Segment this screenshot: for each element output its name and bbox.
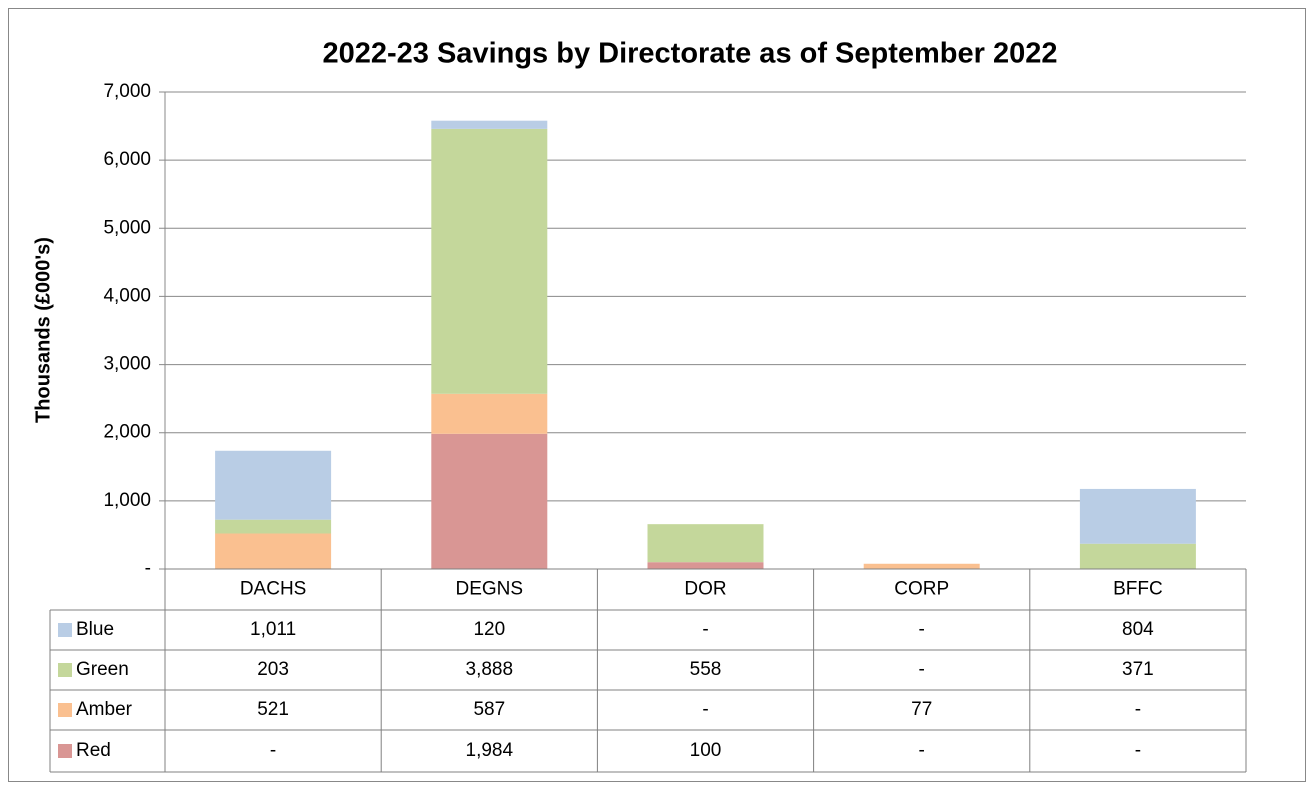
bar-segment <box>431 120 548 129</box>
x-tick-label: CORP <box>894 579 949 600</box>
bar-segment <box>863 563 980 569</box>
table-value: 1,984 <box>466 740 514 761</box>
legend-swatch <box>58 663 72 677</box>
y-axis-label: Thousands (£000's) <box>32 237 54 423</box>
y-tick-label: 1,000 <box>103 490 151 511</box>
y-tick-label: 6,000 <box>103 149 151 170</box>
legend-label: Green <box>76 659 129 680</box>
table-value: - <box>1135 699 1141 720</box>
x-tick-label: DEGNS <box>456 579 524 600</box>
table-value: - <box>1135 740 1141 761</box>
bar-segment <box>431 393 548 434</box>
table-value: 1,011 <box>250 619 296 640</box>
y-tick-label: 5,000 <box>103 217 151 238</box>
y-tick-label: 3,000 <box>103 354 151 375</box>
y-tick-label: 4,000 <box>103 285 151 306</box>
table-value: - <box>919 740 925 761</box>
y-tick-label: 7,000 <box>103 81 151 102</box>
bar-segment <box>647 524 764 563</box>
legend-swatch <box>58 623 72 637</box>
x-tick-label: DACHS <box>240 579 307 600</box>
table-value: 77 <box>911 699 932 720</box>
table-value: 203 <box>257 659 289 680</box>
table-value: - <box>270 740 276 761</box>
table-value: 558 <box>690 659 722 680</box>
legend-label: Blue <box>76 619 114 640</box>
chart-title: 2022-23 Savings by Directorate as of Sep… <box>322 38 1057 70</box>
bar-segment <box>1079 543 1196 569</box>
bar-segment <box>1079 488 1196 544</box>
chart-border <box>8 8 1306 782</box>
table-value: 587 <box>473 699 505 720</box>
legend-swatch <box>58 744 72 758</box>
legend-label: Red <box>76 740 111 761</box>
table-value: - <box>702 619 708 640</box>
bar-segment <box>215 533 332 569</box>
bar-segment <box>431 128 548 394</box>
table-value: 120 <box>473 619 505 640</box>
legend-swatch <box>58 703 72 717</box>
bar-segment <box>215 519 332 534</box>
table-value: 804 <box>1122 619 1154 640</box>
table-value: 3,888 <box>466 659 514 680</box>
x-tick-label: BFFC <box>1113 579 1163 600</box>
bar-segment <box>647 562 764 569</box>
table-value: 371 <box>1122 659 1154 680</box>
table-value: - <box>919 659 925 680</box>
legend-label: Amber <box>76 699 133 720</box>
table-value: - <box>919 619 925 640</box>
y-tick-label: 2,000 <box>103 422 151 443</box>
bar-segment <box>215 450 332 520</box>
table-value: - <box>702 699 708 720</box>
table-value: 100 <box>690 740 722 761</box>
x-tick-label: DOR <box>684 579 726 600</box>
table-value: 521 <box>257 699 289 720</box>
bar-segment <box>431 433 548 569</box>
y-tick-label: - <box>145 558 151 579</box>
